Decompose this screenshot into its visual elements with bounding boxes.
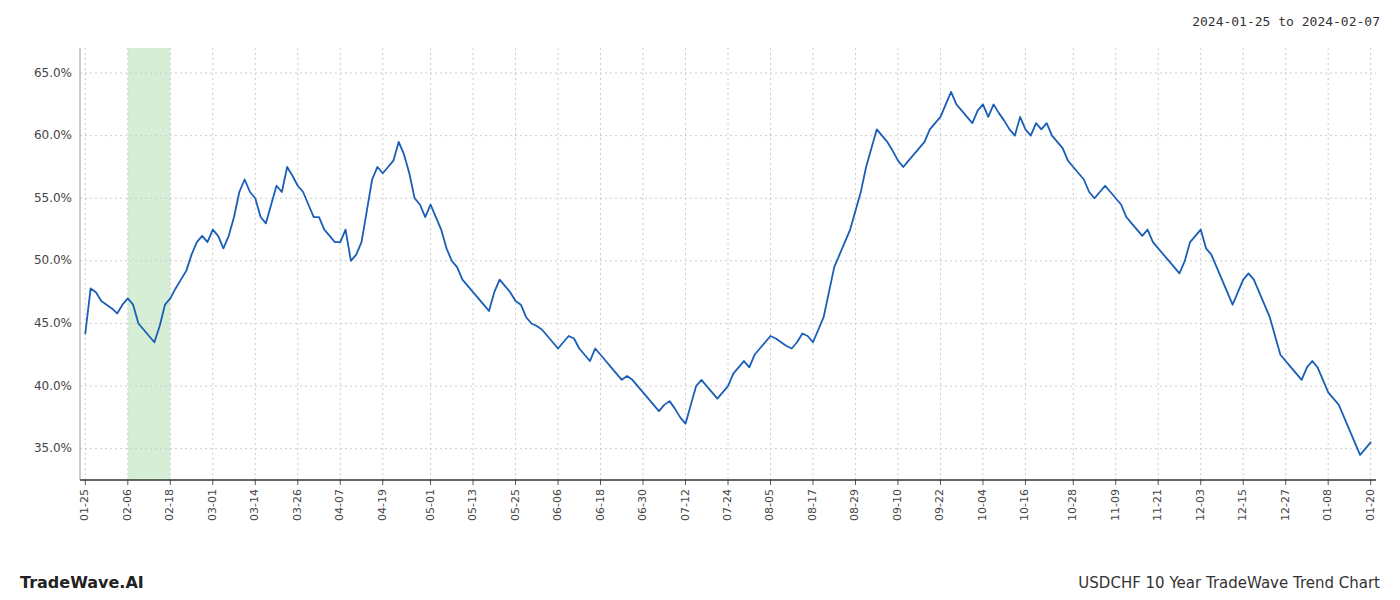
x-grid-line [212, 48, 213, 480]
x-grid-line [685, 48, 686, 480]
x-tick-label: 10-16 [1018, 489, 1031, 521]
x-grid-line [255, 48, 256, 480]
x-grid-line [558, 48, 559, 480]
x-tick-label: 09-10 [891, 489, 904, 521]
x-tick-label: 05-25 [509, 489, 522, 521]
highlight-band [128, 48, 170, 480]
x-grid-line [1370, 48, 1371, 480]
x-grid-line [1158, 48, 1159, 480]
x-tick-label: 01-25 [78, 489, 91, 521]
x-grid-line [1243, 48, 1244, 480]
y-tick-label: 45.0% [34, 316, 72, 330]
x-grid-line [1200, 48, 1201, 480]
x-tick-label: 04-07 [333, 489, 346, 521]
axes: 35.0% 40.0% 45.0% 50.0% 55.0% 60.0% 65.0% 01-25… [34, 48, 1377, 521]
y-tick-label: 65.0% [34, 66, 72, 80]
x-tick-label: 11-21 [1151, 489, 1164, 521]
x-tick-label: 03-14 [248, 489, 261, 521]
x-grid-line [430, 48, 431, 480]
x-tick-label: 12-03 [1194, 489, 1207, 521]
x-tick-label: 05-13 [466, 489, 479, 521]
x-tick-label: 10-04 [976, 489, 989, 521]
y-tick-label: 35.0% [34, 441, 72, 455]
x-tick-label: 03-26 [291, 489, 304, 521]
grid [80, 48, 1376, 480]
x-grid-line [1025, 48, 1026, 480]
x-grid-line [340, 48, 341, 480]
y-tick-label: 40.0% [34, 379, 72, 393]
x-grid-line [940, 48, 941, 480]
x-tick-label: 06-30 [636, 489, 649, 521]
x-grid-line [643, 48, 644, 480]
x-grid-line [170, 48, 171, 480]
x-tick-label: 06-18 [594, 489, 607, 521]
x-grid-line [382, 48, 383, 480]
x-tick-label: 09-22 [933, 489, 946, 521]
x-tick-label: 04-19 [376, 489, 389, 521]
x-grid-line [127, 48, 128, 480]
x-tick-label: 12-27 [1279, 489, 1292, 521]
x-grid-line [515, 48, 516, 480]
y-tick-label: 60.0% [34, 128, 72, 142]
x-grid-line [1073, 48, 1074, 480]
x-axis-line [80, 479, 1376, 481]
x-grid-line [600, 48, 601, 480]
x-grid-line [897, 48, 898, 480]
x-grid-line [982, 48, 983, 480]
trend-line [85, 92, 1370, 455]
x-grid-line [812, 48, 813, 480]
x-tick-label: 07-12 [679, 489, 692, 521]
footer-right: USDCHF 10 Year TradeWave Trend Chart [1078, 574, 1380, 592]
x-tick-label: 12-15 [1236, 489, 1249, 521]
x-tick-label: 08-17 [806, 489, 819, 521]
x-tick-label: 02-18 [163, 489, 176, 521]
y-grid-line [80, 260, 1376, 261]
x-grid-line [1115, 48, 1116, 480]
x-grid-line [728, 48, 729, 480]
x-tick-label: 08-29 [848, 489, 861, 521]
chart: 35.0% 40.0% 45.0% 50.0% 55.0% 60.0% 65.0% 01-25… [0, 0, 1400, 600]
y-tick-label: 50.0% [34, 253, 72, 267]
x-grid-line [473, 48, 474, 480]
footer-left: TradeWave.AI [20, 573, 144, 592]
x-tick-label: 07-24 [721, 489, 734, 521]
x-tick-label: 11-09 [1109, 489, 1122, 521]
y-axis-line [80, 48, 81, 480]
x-grid-line [1285, 48, 1286, 480]
y-grid-line [80, 135, 1376, 136]
x-tick-label: 05-01 [424, 489, 437, 521]
x-tick-label: 08-05 [763, 489, 776, 521]
x-grid-line [770, 48, 771, 480]
x-tick-label: 06-06 [551, 489, 564, 521]
x-tick-label: 01-08 [1321, 489, 1334, 521]
x-tick-label: 10-28 [1066, 489, 1079, 521]
plot-area [85, 92, 1370, 455]
x-tick-label: 02-06 [121, 489, 134, 521]
x-grid-line [85, 48, 86, 480]
x-tick-label: 01-20 [1364, 489, 1377, 521]
y-tick-label: 55.0% [34, 191, 72, 205]
x-tick-label: 03-01 [206, 489, 219, 521]
x-grid-line [1328, 48, 1329, 480]
title: 2024-01-25 to 2024-02-07 [1192, 14, 1380, 29]
x-grid-line [855, 48, 856, 480]
x-grid-line [297, 48, 298, 480]
